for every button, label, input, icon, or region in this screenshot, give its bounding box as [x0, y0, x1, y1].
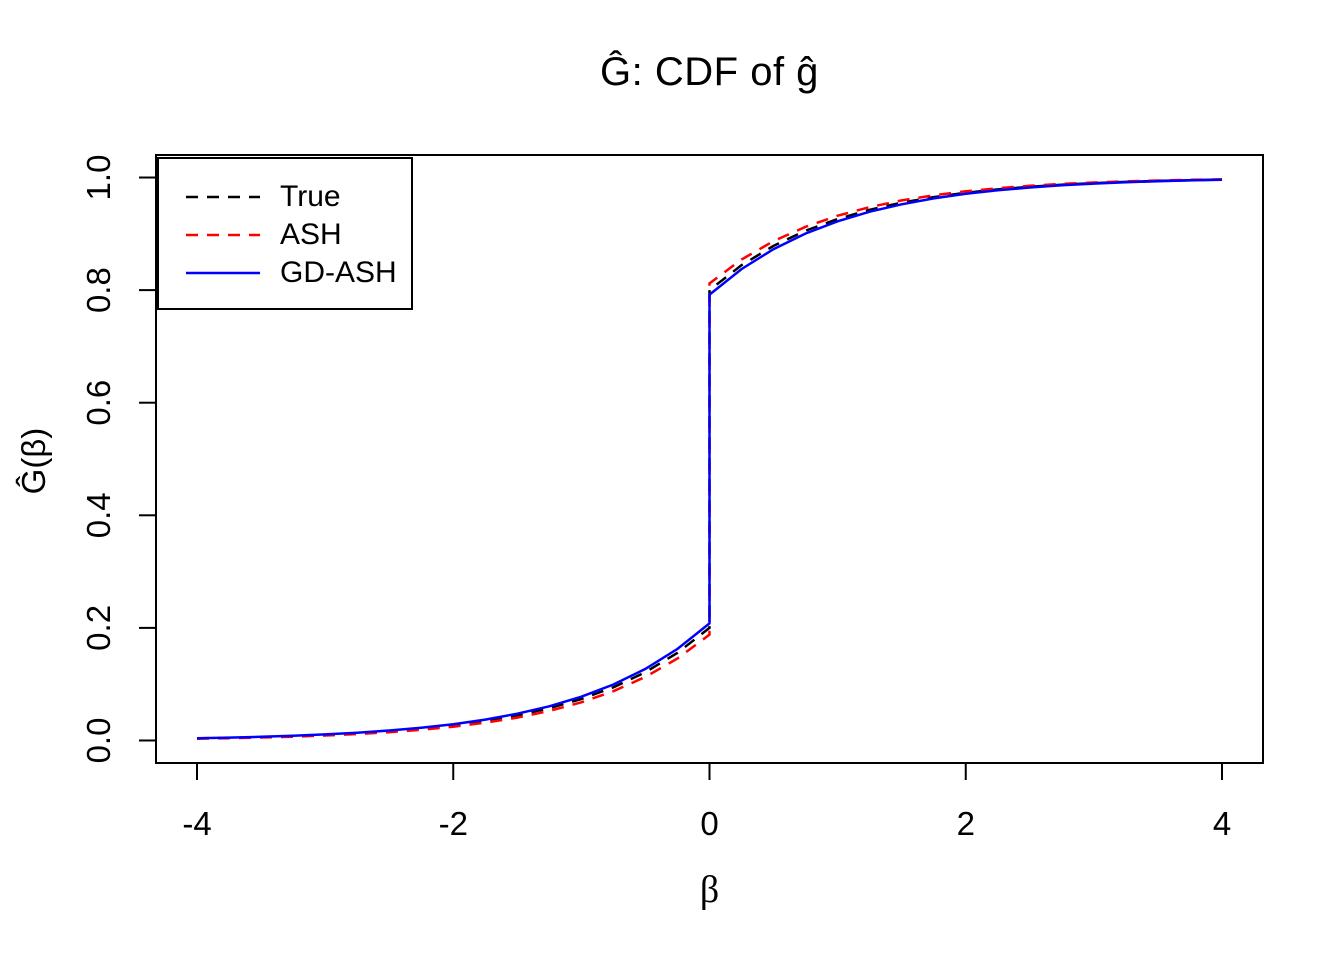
y-axis-label: Ĝ(β) — [15, 427, 52, 495]
x-axis-tick-label: 4 — [1213, 805, 1231, 842]
y-axis-tick-label: 1.0 — [80, 155, 117, 201]
x-axis-tick-label: -4 — [182, 805, 211, 842]
x-axis-label: β — [699, 869, 720, 911]
legend-line-sample-icon — [186, 233, 260, 236]
x-axis-tick-label: 2 — [957, 805, 975, 842]
legend-label: GD-ASH — [280, 255, 397, 289]
series-line-gd-ash — [196, 178, 1223, 740]
series-line-ash — [196, 178, 1223, 740]
y-axis-tick-label: 0.8 — [80, 267, 117, 313]
legend-label: True — [280, 179, 341, 213]
legend-item-ash: ASH — [186, 216, 411, 254]
legend-item-gd-ash: GD-ASH — [186, 254, 411, 292]
legend-line-sample-icon — [186, 195, 260, 198]
y-axis-tick-label: 0.4 — [80, 492, 117, 538]
legend: True ASH GD-ASH — [157, 157, 413, 310]
legend-line-sample-icon — [186, 271, 260, 274]
legend-label: ASH — [280, 217, 342, 251]
y-axis-tick-label: 0.2 — [80, 605, 117, 651]
y-axis-tick-label: 0.0 — [80, 718, 117, 764]
legend-item-true: True — [186, 178, 411, 216]
y-axis-tick-label: 0.6 — [80, 380, 117, 426]
chart-title: Ĝ: CDF of ĝ — [600, 50, 819, 94]
x-axis-tick-label: 0 — [700, 805, 718, 842]
plot-border — [155, 154, 1264, 764]
x-axis-tick-label: -2 — [439, 805, 468, 842]
